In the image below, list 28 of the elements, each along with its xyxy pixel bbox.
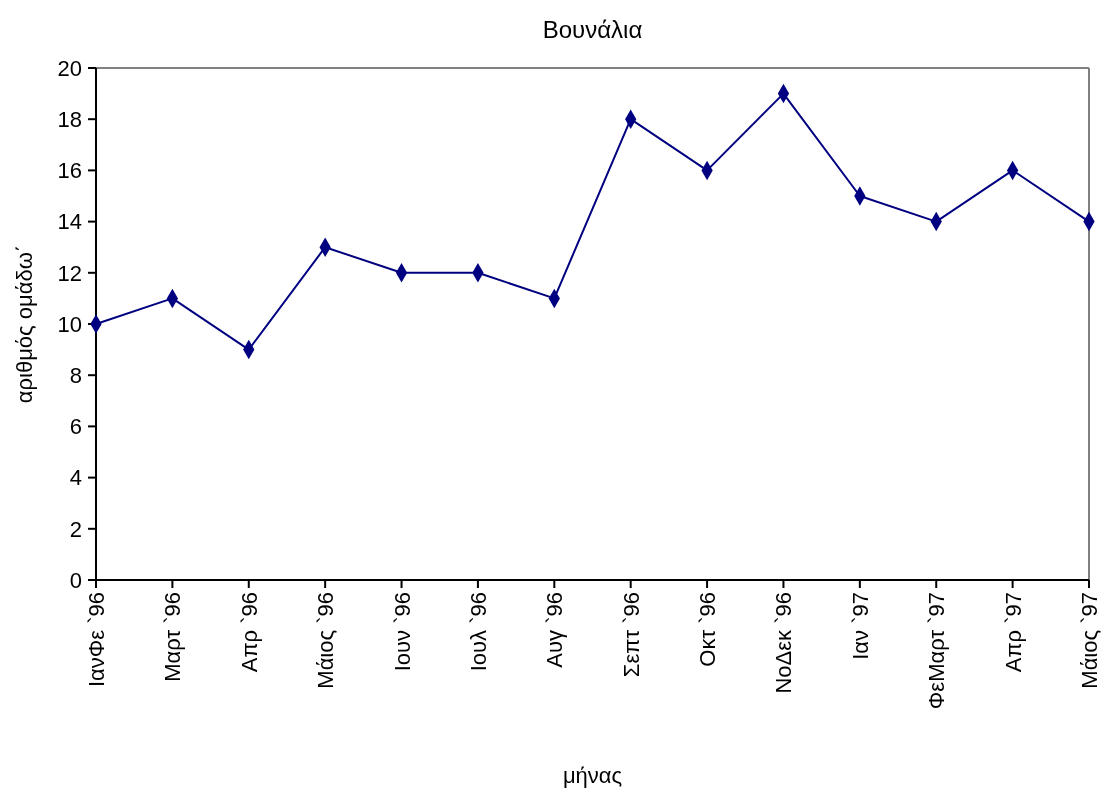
y-tick-label: 4: [69, 465, 82, 491]
x-tick-label: Ιουλ `96: [465, 592, 491, 672]
x-tick-label: Ιαν `97: [847, 592, 873, 660]
y-tick-label: 20: [57, 55, 82, 81]
y-tick-label: 8: [69, 362, 82, 388]
x-tick-label: ΝοΔεκ `96: [771, 592, 797, 694]
y-tick-label: 0: [69, 567, 82, 593]
x-tick-label: Σεπτ `96: [618, 592, 644, 678]
x-tick-label: Ιουν `96: [389, 592, 415, 672]
x-axis-title: μήνας: [562, 763, 623, 788]
x-tick-label: ΙανΦε `96: [84, 592, 109, 688]
y-tick-label: 2: [69, 516, 82, 542]
x-tick-label: Οκτ `96: [695, 592, 721, 667]
y-tick-label: 12: [57, 260, 82, 286]
x-tick-label: Αυγ `96: [542, 592, 568, 668]
x-tick-label: Μάιος `97: [1077, 592, 1102, 689]
y-axis-title: αριθμός ομάδω΄: [12, 244, 37, 404]
y-tick-label: 6: [69, 414, 82, 440]
chart-title: Βουνάλια: [542, 16, 643, 43]
x-tick-label: Απρ `97: [1000, 592, 1026, 673]
x-tick-label: ΦεΜαρτ `97: [924, 592, 950, 710]
y-tick-label: 10: [57, 311, 82, 337]
y-tick-label: 18: [57, 106, 82, 132]
x-tick-label: Μάιος `96: [313, 592, 339, 689]
x-tick-label: Μαρτ `96: [160, 592, 186, 682]
x-tick-label: Απρ `96: [236, 592, 262, 673]
y-tick-label: 14: [57, 209, 82, 235]
y-tick-label: 16: [57, 158, 82, 184]
